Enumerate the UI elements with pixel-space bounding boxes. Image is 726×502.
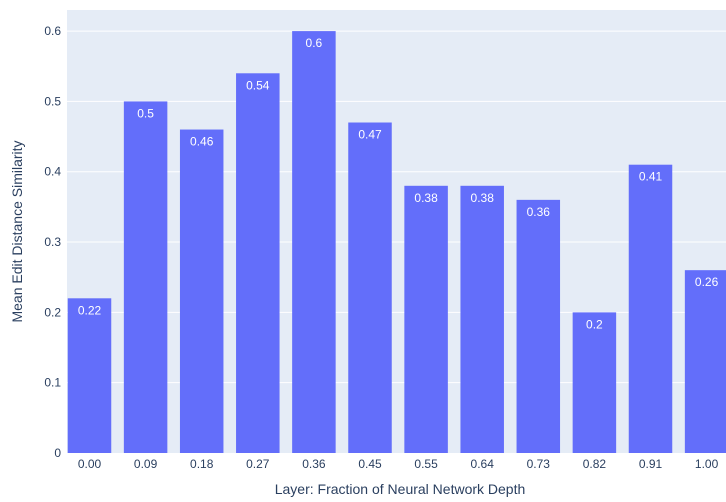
bar: [404, 185, 448, 454]
x-tick-label: 0.73: [527, 457, 551, 471]
x-tick-label: 0.91: [639, 457, 663, 471]
x-tick-label: 0.82: [583, 457, 607, 471]
bar: [67, 298, 112, 453]
y-axis-title: Mean Edit Distance Similarity: [9, 140, 25, 322]
x-tick-label: 0.36: [302, 457, 326, 471]
bar: [123, 101, 168, 454]
bar-value-label: 0.5: [137, 106, 154, 120]
x-tick-label: 0.55: [414, 457, 438, 471]
x-tick-label: 0.45: [358, 457, 382, 471]
x-tick-label: 0.18: [190, 457, 214, 471]
bar-value-label: 0.38: [471, 191, 495, 205]
x-tick-label: 0.64: [471, 457, 495, 471]
bar: [460, 185, 504, 454]
x-axis-title: Layer: Fraction of Neural Network Depth: [275, 481, 526, 497]
y-gridlines: [67, 30, 726, 384]
y-tick-label: 0.2: [44, 305, 61, 319]
bar-value-label: 0.54: [246, 78, 270, 92]
plot-area: [67, 10, 726, 453]
bar: [236, 73, 280, 454]
bar-value-label: 0.41: [639, 170, 663, 184]
bar-value-label: 0.46: [190, 135, 214, 149]
bar-value-label: 0.36: [527, 205, 551, 219]
bar-value-label: 0.38: [414, 191, 438, 205]
x-axis-ticks: 0.00 0.09 0.18 0.27 0.36 0.45 0.55 0.64 0.73 0.82…: [78, 457, 719, 471]
y-tick-label: 0.1: [44, 376, 61, 390]
bar: [628, 164, 673, 453]
x-tick-label: 0.27: [246, 457, 270, 471]
bar: [292, 31, 336, 453]
y-tick-label: 0.6: [44, 24, 61, 38]
y-tick-label: 0.5: [44, 94, 61, 108]
bar-value-label: 0.2: [586, 317, 603, 331]
bar: [516, 199, 561, 453]
bar-value-label: 0.6: [306, 36, 323, 50]
bar: [684, 270, 726, 453]
y-tick-label: 0: [54, 446, 61, 460]
x-tick-label: 1.00: [695, 457, 719, 471]
bar-value-label: 0.22: [78, 303, 102, 317]
bar-value-label: 0.26: [695, 275, 719, 289]
y-axis-ticks: 0 0.1 0.2 0.3 0.4 0.5 0.6: [44, 24, 61, 460]
bar-value-labels: 0.22 0.5 0.46 0.54 0.6 0.47 0.38 0.38 0.36 0.2 0.4…: [78, 36, 719, 331]
bars: [67, 31, 726, 454]
bar-value-label: 0.47: [358, 128, 382, 142]
x-tick-label: 0.00: [78, 457, 102, 471]
bar: [572, 312, 617, 453]
y-tick-label: 0.4: [44, 165, 61, 179]
y-tick-label: 0.3: [44, 235, 61, 249]
x-tick-label: 0.09: [134, 457, 158, 471]
bar: [348, 122, 392, 453]
bar: [179, 129, 224, 454]
